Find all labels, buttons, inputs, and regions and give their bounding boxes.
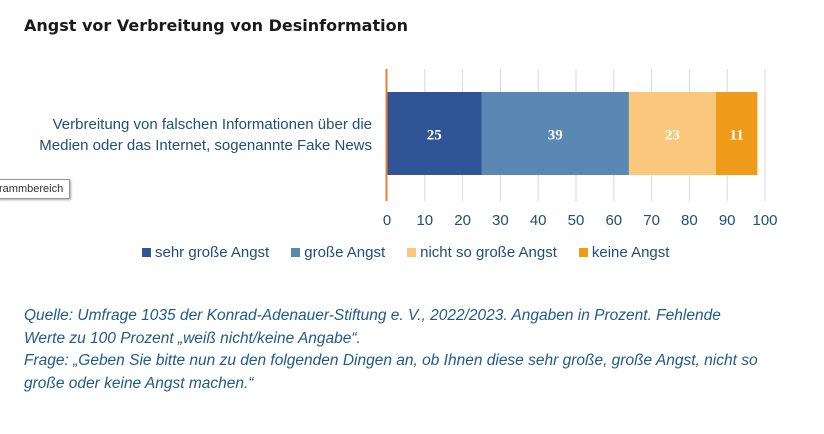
bar-segment-2 bbox=[481, 92, 629, 175]
x-tick-label-20: 20 bbox=[454, 212, 471, 229]
chart-title: Angst vor Verbreitung von Desinformation bbox=[24, 16, 408, 35]
legend-item-1: sehr große Angst bbox=[142, 244, 269, 261]
bar-chart: 0 10 20 30 40 50 60 70 80 90 100 25 39 23 11 bbox=[383, 69, 778, 229]
legend-swatch-1 bbox=[142, 247, 151, 257]
chart-area-tooltip: rammbereich bbox=[0, 179, 71, 199]
legend-item-2: große Angst bbox=[291, 244, 385, 261]
x-tick-label-90: 90 bbox=[719, 212, 736, 229]
legend-label-3: nicht so große Angst bbox=[420, 243, 557, 261]
source-line-2: Werte zu 100 Prozent „weiß nicht/keine A… bbox=[24, 329, 361, 347]
source-line-3: Frage: „Geben Sie bitte nun zu den folge… bbox=[24, 352, 758, 369]
legend-label-4: keine Angst bbox=[591, 243, 670, 261]
x-tick-label-0: 0 bbox=[383, 212, 391, 229]
x-tick-label-30: 30 bbox=[492, 212, 509, 229]
chart-legend: sehr große Angst große Angst nicht so groß… bbox=[142, 242, 691, 262]
x-tick-label-50: 50 bbox=[568, 212, 585, 229]
data-label-2: 39 bbox=[548, 128, 563, 144]
legend-swatch-2 bbox=[291, 247, 301, 257]
source-line-4: große oder keine Angst machen.“ bbox=[24, 374, 254, 392]
x-tick-label-80: 80 bbox=[681, 212, 698, 229]
bar-segment-3 bbox=[628, 92, 716, 175]
legend-label-1: sehr große Angst bbox=[155, 243, 270, 261]
legend-item-3: nicht so große Angst bbox=[407, 244, 557, 261]
category-label-line-2: Medien oder das Internet, sogenannte Fak… bbox=[39, 137, 372, 154]
data-label-4: 11 bbox=[730, 128, 744, 144]
source-line-1: Quelle: Umfrage 1035 der Konrad-Adenauer… bbox=[24, 307, 721, 324]
legend-item-4: keine Angst bbox=[578, 243, 670, 261]
bar-segment-4 bbox=[715, 92, 758, 175]
legend-label-2: große Angst bbox=[304, 243, 386, 261]
x-tick-label-100: 100 bbox=[752, 212, 777, 229]
bar-segment-1 bbox=[387, 92, 482, 175]
legend-swatch-3 bbox=[407, 247, 417, 257]
source-note: Quelle: Umfrage 1035 der Konrad-Adenauer… bbox=[24, 305, 814, 395]
x-tick-label-10: 10 bbox=[416, 212, 433, 229]
x-tick-label-70: 70 bbox=[643, 212, 660, 229]
category-label: Verbreitung von falschen Informationen ü… bbox=[20, 114, 372, 156]
data-label-3: 23 bbox=[665, 128, 680, 144]
category-label-line-1: Verbreitung von falschen Informationen ü… bbox=[52, 116, 372, 133]
x-tick-label-40: 40 bbox=[530, 212, 547, 229]
data-label-1: 25 bbox=[427, 128, 442, 144]
legend-swatch-4 bbox=[578, 247, 588, 257]
x-tick-label-60: 60 bbox=[605, 212, 622, 229]
